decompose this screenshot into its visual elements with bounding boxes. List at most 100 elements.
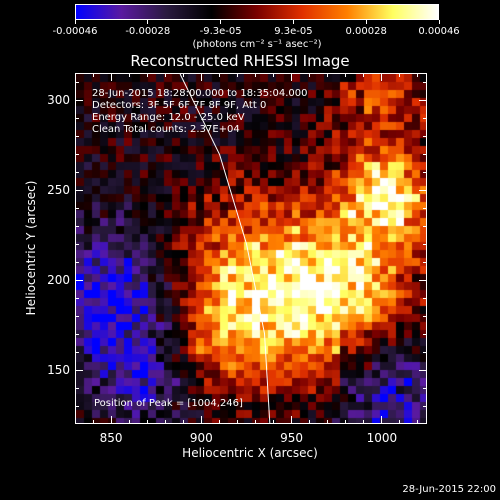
x-minor-tick-top [417, 73, 419, 77]
info-energy-range: Energy Range: 12.0 - 25.0 keV [92, 112, 245, 123]
x-minor-tick [327, 420, 329, 424]
y-major-tick-right [419, 369, 427, 371]
y-minor-tick-right [423, 261, 427, 263]
info-time-range: 28-Jun-2015 18:28:00.000 to 18:35:04.000 [92, 88, 308, 99]
x-minor-tick-top [255, 73, 256, 77]
y-minor-tick-right [423, 225, 427, 227]
x-minor-tick [92, 420, 94, 424]
y-major-tick-right [419, 189, 427, 191]
x-minor-tick [417, 420, 419, 424]
y-minor-tick [75, 243, 79, 245]
x-minor-tick-top [182, 73, 184, 77]
x-minor-tick [218, 420, 220, 424]
y-minor-tick [75, 117, 79, 119]
x-minor-tick [273, 420, 275, 424]
x-minor-tick-top [363, 73, 365, 77]
x-minor-tick-top [164, 73, 166, 77]
x-minor-tick [146, 420, 148, 424]
plot-title: Reconstructed RHESSI Image [130, 52, 350, 70]
plot-area: 28-Jun-2015 18:28:00.000 to 18:35:04.000… [75, 73, 427, 424]
x-major-tick [381, 416, 383, 424]
x-tick-label: 900 [189, 431, 213, 445]
y-major-tick [75, 99, 83, 101]
x-minor-tick [236, 420, 238, 424]
info-clean-counts: Clean Total counts: 2.37E+04 [92, 124, 240, 135]
y-minor-tick [75, 315, 79, 317]
x-minor-tick-top [218, 73, 220, 77]
y-minor-tick [75, 81, 79, 83]
x-minor-tick-top [236, 73, 238, 77]
x-minor-tick-top [74, 73, 76, 77]
x-minor-tick-top [128, 73, 130, 77]
y-minor-tick-right [423, 387, 427, 389]
colorbar-tick [365, 20, 367, 24]
y-tick-label: 200 [47, 273, 70, 287]
x-minor-tick-top [92, 73, 94, 77]
y-minor-tick [75, 135, 79, 137]
solar-limb-line [179, 74, 271, 423]
x-minor-tick [182, 420, 184, 424]
y-minor-tick-right [423, 171, 427, 173]
y-minor-tick [75, 261, 79, 263]
y-minor-tick [75, 153, 79, 155]
x-minor-tick-top [327, 73, 329, 77]
y-minor-tick [75, 387, 79, 389]
x-minor-tick [128, 420, 130, 424]
x-major-tick-top [381, 73, 383, 81]
y-tick-label: 150 [47, 363, 70, 377]
y-minor-tick-right [423, 333, 427, 335]
y-tick-label: 250 [47, 183, 70, 197]
x-tick-label: 850 [99, 431, 123, 445]
y-minor-tick [75, 171, 79, 173]
x-minor-tick [363, 420, 365, 424]
y-minor-tick-right [423, 207, 427, 209]
x-minor-tick-top [345, 73, 347, 77]
colorbar-tick [147, 20, 149, 24]
y-minor-tick-right [423, 297, 427, 299]
colorbar-tick-label: -0.00046 [52, 26, 98, 37]
colorbar-tick-label: 0.00028 [345, 26, 387, 37]
y-major-tick-right [419, 99, 427, 101]
y-minor-tick-right [423, 405, 427, 407]
y-minor-tick [75, 405, 79, 407]
y-minor-tick-right [423, 117, 427, 119]
y-axis-label: Heliocentric Y (arcsec) [24, 180, 38, 316]
y-major-tick [75, 279, 83, 281]
x-minor-tick [345, 420, 347, 424]
y-minor-tick-right [423, 351, 427, 353]
colorbar-tick-label: 9.3e-05 [274, 26, 313, 37]
colorbar-tick [292, 20, 294, 24]
limb-curve [179, 74, 271, 423]
y-minor-tick [75, 333, 79, 335]
peak-position-label: Position of Peak = [1004,246] [94, 398, 243, 409]
y-minor-tick-right [423, 135, 427, 137]
x-major-tick [291, 416, 293, 424]
y-tick-label: 300 [47, 93, 70, 107]
y-minor-tick-right [423, 243, 427, 245]
x-major-tick [110, 416, 112, 424]
x-minor-tick-top [309, 73, 311, 77]
info-detectors: Detectors: 3F 5F 6F 7F 8F 9F, Att 0 [92, 100, 267, 111]
heatmap-image [76, 74, 426, 423]
y-minor-tick-right [423, 315, 427, 317]
y-major-tick [75, 369, 83, 371]
colorbar-tick [438, 20, 440, 24]
x-minor-tick [164, 420, 166, 424]
x-minor-tick-top [146, 73, 148, 77]
x-minor-tick-top [399, 73, 401, 77]
x-major-tick-top [291, 73, 293, 81]
colorbar-tick [74, 20, 76, 24]
x-minor-tick [399, 420, 401, 424]
y-major-tick [75, 189, 83, 191]
x-major-tick [200, 416, 202, 424]
y-major-tick-right [419, 279, 427, 281]
colorbar-units: (photons cm⁻² s⁻¹ asec⁻²) [192, 39, 322, 50]
x-major-tick-top [110, 73, 112, 81]
x-minor-tick-top [273, 73, 275, 77]
y-minor-tick [75, 351, 79, 353]
x-axis-label: Heliocentric X (arcsec) [182, 446, 318, 460]
y-minor-tick [75, 225, 79, 227]
colorbar-tick-label: -9.3e-05 [199, 26, 242, 37]
y-minor-tick [75, 207, 79, 209]
colorbar [75, 4, 439, 20]
